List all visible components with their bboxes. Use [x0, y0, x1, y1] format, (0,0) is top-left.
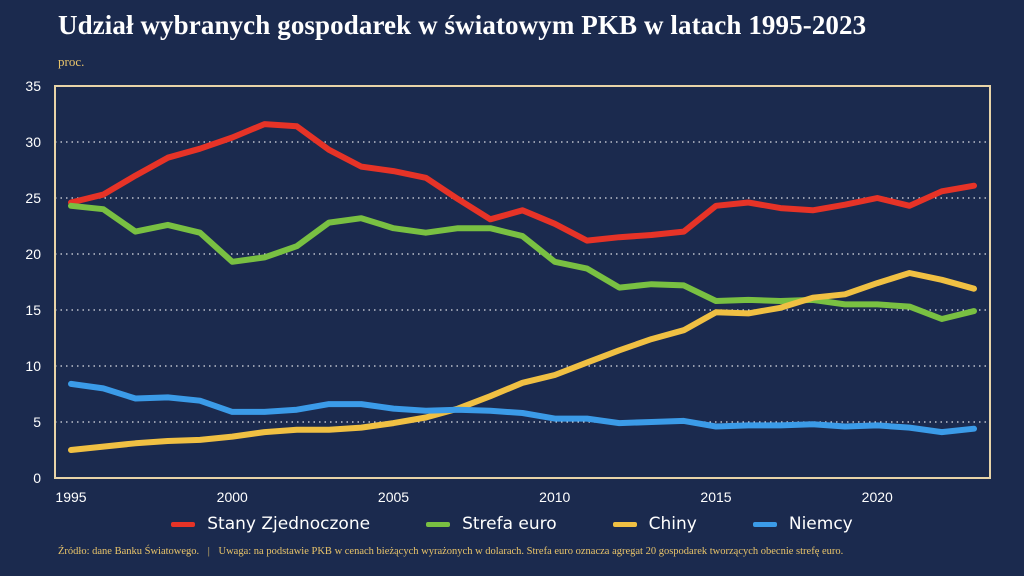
- legend-swatch: [171, 521, 196, 527]
- axis-labels: 0 5 10 15 20 25 30 35 1995 2000 2005 2010 2015 2020: [25, 78, 893, 505]
- y-tick-label: 25: [25, 190, 41, 206]
- series-line-strefa-euro: [68, 202, 977, 322]
- note-text: Uwaga: na podstawie PKB w cenach bieżący…: [218, 546, 844, 557]
- legend-swatch: [612, 521, 637, 527]
- y-tick-label: 30: [25, 134, 41, 150]
- separator: |: [207, 546, 210, 557]
- legend: Stany Zjednoczone Strefa euro Chiny Niemcy: [0, 514, 1024, 534]
- legend-swatch: [752, 521, 777, 527]
- legend-swatch: [426, 521, 451, 527]
- x-tick-label: 2005: [378, 489, 409, 505]
- legend-label: Stany Zjednoczone: [207, 514, 371, 534]
- x-tick-label: 2000: [217, 489, 248, 505]
- x-tick-label: 1995: [55, 489, 86, 505]
- chart-title: Udział wybranych gospodarek w światowym …: [58, 10, 867, 40]
- y-tick-label: 35: [25, 78, 41, 94]
- series-lines: [68, 121, 977, 453]
- legend-label: Strefa euro: [462, 514, 557, 534]
- legend-item: Chiny: [612, 514, 697, 534]
- y-tick-label: 0: [33, 470, 41, 486]
- y-tick-label: 5: [33, 414, 41, 430]
- legend-item: Niemcy: [752, 514, 853, 534]
- series-line-stany-zjednoczone: [68, 121, 977, 244]
- y-tick-label: 10: [25, 358, 41, 374]
- y-tick-label: 20: [25, 246, 41, 262]
- source-text: Źródło: dane Banku Światowego.: [58, 546, 200, 557]
- legend-label: Niemcy: [788, 514, 853, 534]
- x-tick-label: 2015: [700, 489, 731, 505]
- x-tick-label: 2020: [862, 489, 893, 505]
- legend-label: Chiny: [648, 514, 697, 534]
- legend-item: Stany Zjednoczone: [171, 514, 370, 534]
- plot-frame: [54, 85, 991, 479]
- legend-item: Strefa euro: [426, 514, 557, 534]
- unit-label: proc.: [58, 54, 85, 69]
- series-line-niemcy: [68, 380, 977, 436]
- y-tick-label: 15: [25, 302, 41, 318]
- x-tick-label: 2010: [539, 489, 570, 505]
- series-line-chiny: [68, 270, 977, 453]
- footer-note: Źródło: dane Banku Światowego. | Uwaga: …: [58, 546, 843, 557]
- grid-lines: [55, 141, 990, 423]
